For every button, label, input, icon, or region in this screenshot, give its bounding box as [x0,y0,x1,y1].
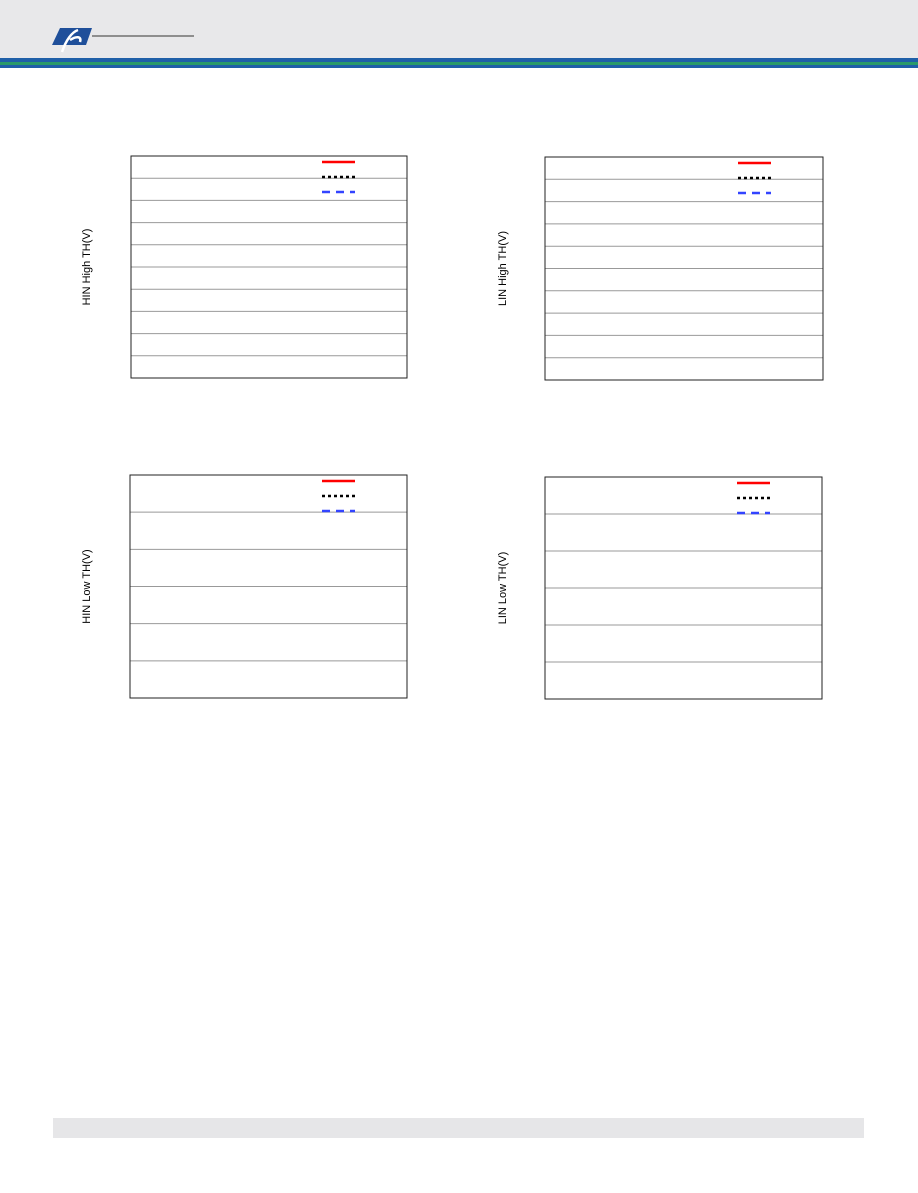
y-axis-label: HIN High TH(V) [81,229,93,306]
y-axis-label: LIN Low TH(V) [497,552,509,625]
footer-band [53,1118,864,1138]
plot-frame [130,155,408,379]
header-band [0,0,918,58]
plot-frame [544,476,823,700]
y-axis-label: LIN High TH(V) [497,231,509,306]
plot-frame [129,474,408,699]
plot-frame [544,156,824,381]
header-stripe [0,58,918,62]
logo [52,28,194,53]
header-stripe [0,65,918,68]
y-axis-label: HIN Low TH(V) [81,549,93,623]
header-stripe [0,62,918,65]
